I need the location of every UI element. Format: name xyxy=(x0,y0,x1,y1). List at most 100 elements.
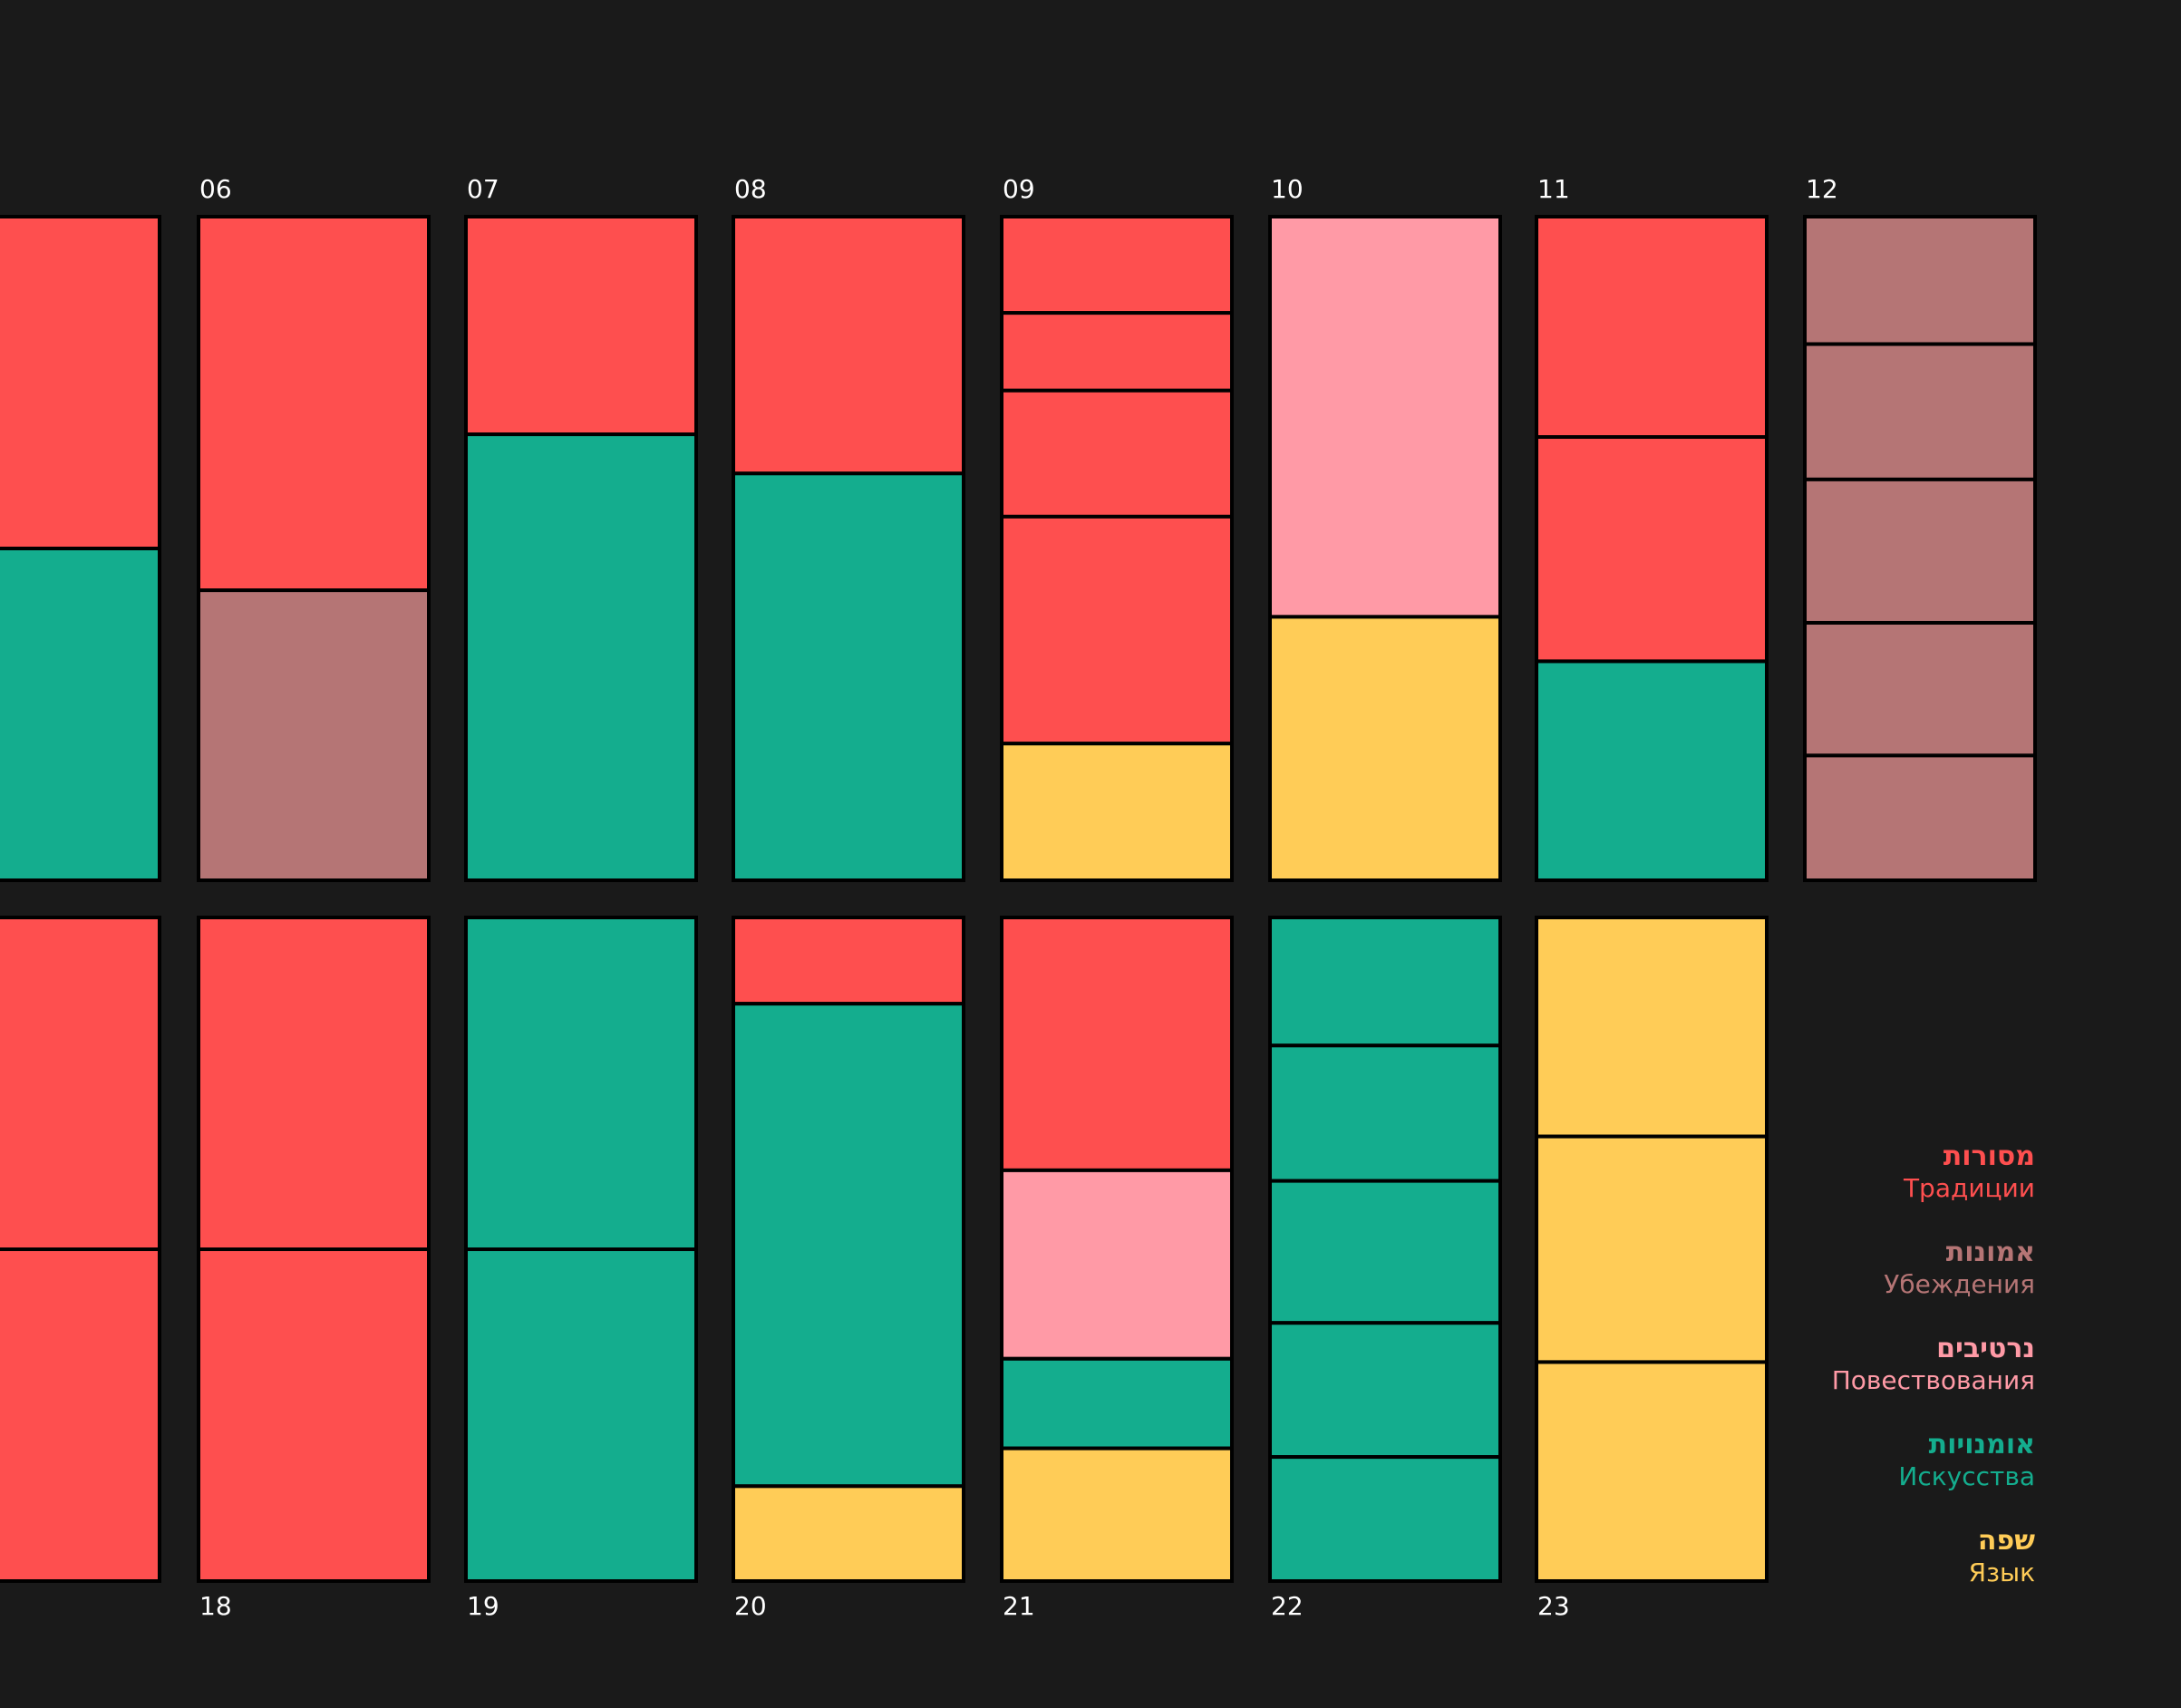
legend-item-traditions: מסורות Традиции xyxy=(1654,1140,2035,1237)
segment-arts xyxy=(1268,916,1502,1048)
column-frame xyxy=(1535,215,1769,882)
column-18 xyxy=(197,916,431,1583)
segment-traditions xyxy=(197,215,431,593)
legend-label-ru: Повествования xyxy=(1831,1365,2035,1395)
column-partial-0 xyxy=(0,215,161,882)
column-frame xyxy=(1268,215,1502,882)
column-20 xyxy=(732,916,965,1583)
column-partial-1 xyxy=(0,916,161,1583)
segment-beliefs xyxy=(1803,620,2037,758)
segment-arts xyxy=(0,547,161,882)
segment-narratives xyxy=(1000,1168,1234,1361)
column-label: 18 xyxy=(199,1591,232,1621)
segment-traditions xyxy=(1000,311,1234,393)
column-21 xyxy=(1000,916,1234,1583)
segment-narratives xyxy=(1268,215,1502,619)
column-frame xyxy=(0,916,161,1583)
column-frame xyxy=(1000,916,1234,1583)
column-label: 19 xyxy=(467,1591,499,1621)
column-frame xyxy=(197,916,431,1583)
segment-language xyxy=(1535,916,1769,1139)
segment-traditions xyxy=(0,1247,161,1583)
column-frame xyxy=(464,215,698,882)
segment-traditions xyxy=(197,916,431,1251)
legend-item-beliefs: אמונות Убеждения xyxy=(1654,1237,2035,1333)
column-22 xyxy=(1268,916,1502,1583)
column-06 xyxy=(197,215,431,883)
column-07 xyxy=(464,215,698,882)
column-frame xyxy=(1000,215,1234,882)
column-label: 20 xyxy=(734,1591,767,1621)
column-frame xyxy=(0,215,161,882)
segment-arts xyxy=(732,1002,965,1489)
column-label: 21 xyxy=(1003,1591,1035,1621)
legend-label-he: אמונות xyxy=(1945,1237,2035,1268)
column-frame xyxy=(1535,916,1769,1583)
segment-traditions xyxy=(732,916,965,1006)
column-label: 10 xyxy=(1271,174,1304,204)
legend-item-language: שפה Язык xyxy=(1654,1525,2035,1621)
segment-arts xyxy=(464,1247,698,1583)
segment-language xyxy=(1000,1446,1234,1583)
segment-traditions xyxy=(1000,514,1234,746)
column-frame xyxy=(1268,916,1502,1583)
column-12 xyxy=(1803,215,2037,882)
segment-traditions xyxy=(1535,435,1769,664)
column-09 xyxy=(1000,215,1234,883)
segment-beliefs xyxy=(1803,753,2037,882)
segment-traditions xyxy=(464,215,698,437)
column-11 xyxy=(1535,215,1769,882)
column-08 xyxy=(732,215,965,882)
column-10 xyxy=(1268,215,1502,882)
column-frame xyxy=(197,215,431,882)
legend-label-ru: Убеждения xyxy=(1884,1269,2035,1299)
legend-item-arts: אומנויות Искусства xyxy=(1654,1429,2035,1525)
segment-traditions xyxy=(0,916,161,1251)
segment-arts xyxy=(464,916,698,1251)
legend-label-he: מסורות xyxy=(1943,1140,2035,1172)
legend-label-ru: Традиции xyxy=(1903,1173,2035,1203)
column-label: 07 xyxy=(467,174,499,204)
column-label: 23 xyxy=(1537,1591,1570,1621)
segment-language xyxy=(1535,1134,1769,1364)
legend-label-he: נרטיבים xyxy=(1936,1333,2035,1364)
column-frame xyxy=(464,916,698,1583)
column-19 xyxy=(464,916,698,1583)
column-frame xyxy=(732,916,965,1583)
segment-language xyxy=(732,1484,965,1583)
segment-beliefs xyxy=(1803,215,2037,346)
column-label: 08 xyxy=(734,174,767,204)
segment-arts xyxy=(1000,1356,1234,1451)
legend-item-narratives: נרטיבים Повествования xyxy=(1654,1333,2035,1429)
segment-arts xyxy=(1268,1455,1502,1583)
segment-traditions xyxy=(732,215,965,476)
segment-beliefs xyxy=(197,588,431,883)
column-23 xyxy=(1535,916,1769,1583)
segment-language xyxy=(1268,615,1502,882)
segment-language xyxy=(1000,742,1234,883)
legend-label-he: אומנויות xyxy=(1928,1429,2035,1461)
segment-language xyxy=(1535,1360,1769,1583)
segment-traditions xyxy=(0,215,161,550)
segment-traditions xyxy=(197,1247,431,1583)
segment-arts xyxy=(464,432,698,882)
column-label: 22 xyxy=(1271,1591,1304,1621)
segment-traditions xyxy=(1000,916,1234,1172)
column-frame xyxy=(1803,215,2037,882)
legend-label-he: שפה xyxy=(1977,1525,2035,1557)
column-label: 09 xyxy=(1003,174,1035,204)
column-label: 06 xyxy=(199,174,232,204)
column-label: 11 xyxy=(1537,174,1570,204)
column-label: 12 xyxy=(1806,174,1838,204)
legend: מסורות Традиции אמונות Убеждения נרטיבים… xyxy=(1654,1140,2035,1621)
legend-label-ru: Искусства xyxy=(1898,1461,2035,1491)
segment-arts xyxy=(732,471,965,882)
segment-traditions xyxy=(1000,215,1234,315)
segment-traditions xyxy=(1535,215,1769,440)
segment-arts xyxy=(1268,1179,1502,1325)
segment-beliefs xyxy=(1803,342,2037,481)
segment-arts xyxy=(1268,1321,1502,1460)
segment-arts xyxy=(1535,659,1769,882)
